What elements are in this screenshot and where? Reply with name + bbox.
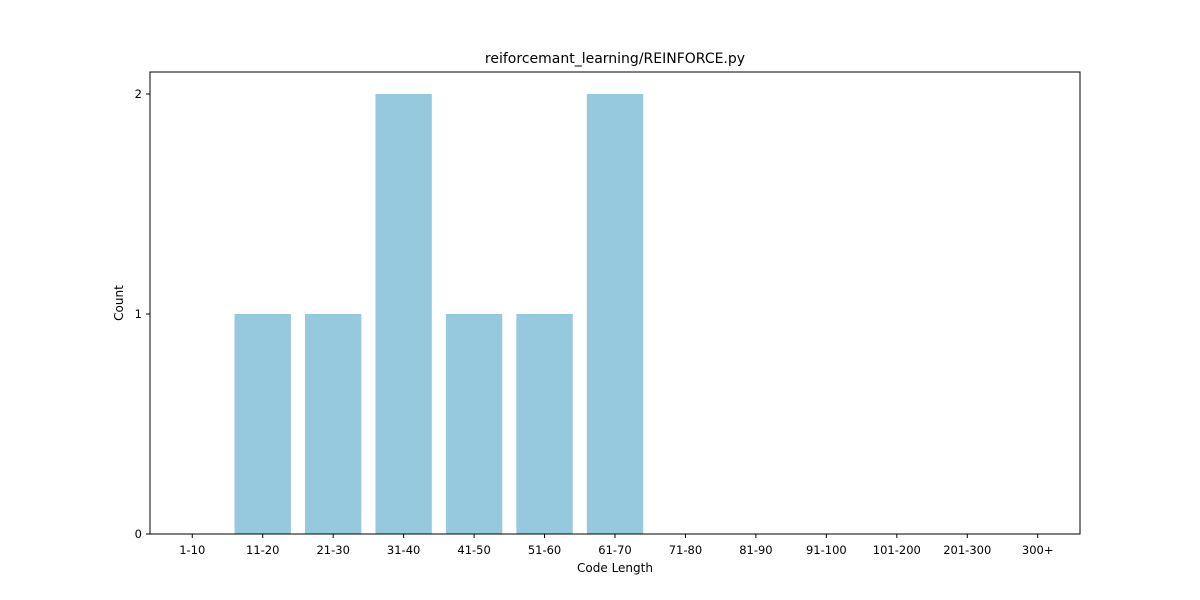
y-tick-label: 2: [135, 87, 142, 101]
bar-11-20: [234, 314, 291, 534]
bar-21-30: [305, 314, 362, 534]
x-tick-label: 71-80: [669, 543, 702, 557]
y-tick-label: 1: [135, 307, 142, 321]
bar-51-60: [516, 314, 573, 534]
chart-title: reiforcemant_learning/REINFORCE.py: [485, 51, 745, 67]
x-axis: 1-10 11-20 21-30 31-40 41-50 51-60 61-70 71-80 8…: [179, 534, 1054, 557]
bar-31-40: [375, 94, 432, 534]
y-axis-label: Count: [112, 285, 126, 321]
x-axis-label: Code Length: [577, 561, 653, 575]
y-axis: 0 1 2: [135, 87, 150, 541]
x-tick-label: 51-60: [528, 543, 561, 557]
x-tick-label: 201-300: [943, 543, 991, 557]
x-tick-label: 61-70: [598, 543, 631, 557]
x-tick-label: 11-20: [246, 543, 279, 557]
x-tick-label: 81-90: [739, 543, 772, 557]
x-tick-label: 91-100: [806, 543, 847, 557]
x-tick-label: 21-30: [316, 543, 349, 557]
x-tick-label: 101-200: [873, 543, 921, 557]
x-tick-label: 31-40: [387, 543, 420, 557]
bars-group: [234, 94, 644, 534]
bar-61-70: [586, 94, 644, 534]
x-tick-label: 41-50: [457, 543, 490, 557]
y-tick-label: 0: [135, 527, 142, 541]
bar-41-50: [445, 314, 503, 534]
x-tick-label: 1-10: [179, 543, 205, 557]
x-tick-label: 300+: [1022, 543, 1054, 557]
